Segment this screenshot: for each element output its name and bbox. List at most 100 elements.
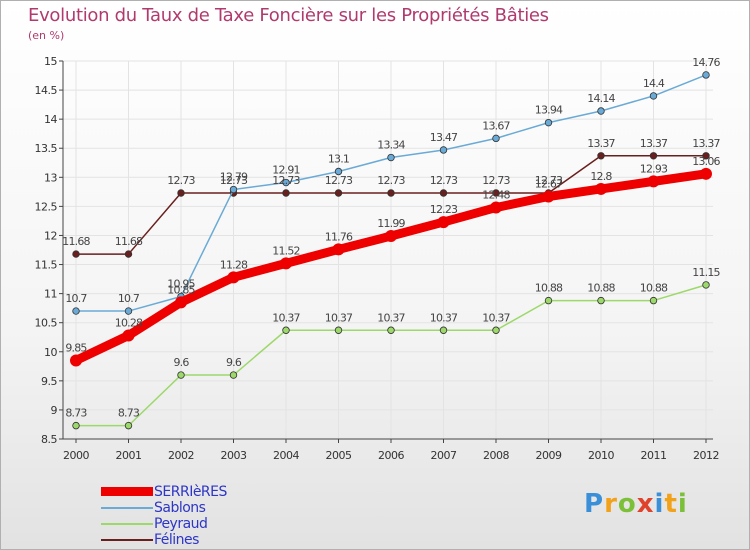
data-point-peyraud [334,326,343,334]
y-tick-label: 14 [44,113,57,126]
data-label-peyraud: 9.6 [226,356,242,369]
legend-label-felines: Félines [154,532,199,548]
y-tick-label: 15 [44,55,57,68]
data-point-sablons [492,134,500,143]
data-label-peyraud: 8.73 [65,407,87,420]
data-label-f-lines: 12.73 [535,174,563,187]
logo-letter: x [636,489,655,519]
chart-subtitle: (en %) [28,29,65,42]
data-point-peyraud [72,421,80,430]
data-label-serri-res: 9.85 [65,341,87,354]
data-label-serri-res: 11.76 [325,230,353,243]
data-point-serri-res [542,190,555,203]
data-label-sablons: 12.91 [272,164,300,177]
logo-letter: P [584,489,605,519]
y-tick-label: 10 [44,346,57,359]
y-tick-label: 11.5 [35,259,58,272]
data-label-peyraud: 10.37 [482,311,510,324]
data-point-peyraud [229,371,238,379]
y-tick-label: 14.5 [35,84,58,97]
data-point-f-lines [597,152,605,160]
x-tick-label: 2006 [378,449,404,462]
data-point-sablons [72,307,80,315]
data-point-serri-res [70,354,82,367]
data-point-f-lines [492,189,500,197]
x-tick-label: 2011 [641,449,667,462]
data-label-peyraud: 10.37 [272,311,300,324]
logo-letter: r [604,489,618,519]
legend-swatch-sablons [101,507,153,509]
data-point-f-lines [702,152,710,160]
data-point-peyraud [177,371,185,379]
data-point-sablons [124,307,133,315]
logo-letter: o [617,489,637,519]
logo-letter: i [677,489,688,519]
data-point-serri-res [227,271,240,284]
data-label-serri-res: 12.8 [590,170,612,183]
x-tick-label: 2005 [326,449,352,462]
y-tick-label: 13 [44,171,57,184]
data-point-sablons [649,92,658,100]
logo-letter: i [654,489,665,519]
data-point-f-lines [124,250,133,258]
data-point-f-lines [334,189,343,197]
data-label-f-lines: 12.73 [482,174,510,187]
data-label-peyraud: 10.88 [587,282,615,295]
data-point-f-lines [72,250,80,258]
data-label-sablons: 10.7 [118,292,140,305]
y-tick-label: 9 [51,404,58,417]
x-tick-label: 2003 [221,449,247,462]
data-point-serri-res [700,167,712,180]
data-point-serri-res [122,329,135,342]
data-label-peyraud: 9.6 [173,356,189,369]
data-label-sablons: 13.1 [328,152,349,165]
data-label-sablons: 10.95 [167,278,195,291]
data-label-peyraud: 10.37 [430,311,458,324]
data-point-peyraud [649,296,658,305]
data-label-sablons: 14.76 [692,56,720,69]
data-point-serri-res [280,257,292,270]
data-point-peyraud [124,421,133,430]
data-point-f-lines [177,189,185,197]
data-label-peyraud: 10.88 [535,282,563,295]
data-point-sablons [439,146,448,154]
data-label-sablons: 12.79 [220,171,248,184]
data-label-sablons: 10.7 [65,292,87,305]
data-label-sablons: 13.67 [482,119,510,132]
data-point-sablons [544,118,553,127]
data-label-f-lines: 12.73 [272,174,300,187]
legend-swatch-serrieres [101,487,153,496]
x-tick-label: 2001 [116,449,142,462]
data-label-peyraud: 10.88 [640,282,668,295]
data-label-f-lines: 12.73 [430,174,458,187]
data-label-peyraud: 11.15 [692,266,720,279]
legend-swatch-peyraud [101,523,153,525]
data-label-f-lines: 12.73 [377,174,405,187]
data-point-sablons [334,167,343,176]
data-label-f-lines: 11.68 [115,235,143,248]
data-label-serri-res: 11.99 [377,217,405,230]
data-point-peyraud [544,296,553,305]
data-label-serri-res: 10.85 [167,283,195,296]
data-label-serri-res: 10.28 [115,316,143,329]
data-point-sablons [229,185,238,194]
data-label-sablons: 14.4 [643,77,665,90]
data-point-sablons [282,178,290,187]
data-point-peyraud [439,326,448,334]
y-tick-label: 13.5 [35,142,58,155]
x-tick-label: 2012 [693,449,719,462]
data-label-peyraud: 10.37 [377,311,405,324]
data-label-serri-res: 11.52 [272,244,300,257]
data-point-f-lines [387,189,395,197]
y-tick-label: 11 [44,288,57,301]
data-point-sablons [387,153,395,162]
data-label-sablons: 14.14 [587,92,615,105]
x-tick-label: 2004 [273,449,299,462]
data-point-f-lines [282,189,290,197]
data-point-peyraud [282,326,290,334]
data-label-peyraud: 10.37 [325,311,353,324]
data-label-f-lines: 13.37 [587,137,615,150]
data-label-f-lines: 12.73 [220,174,248,187]
